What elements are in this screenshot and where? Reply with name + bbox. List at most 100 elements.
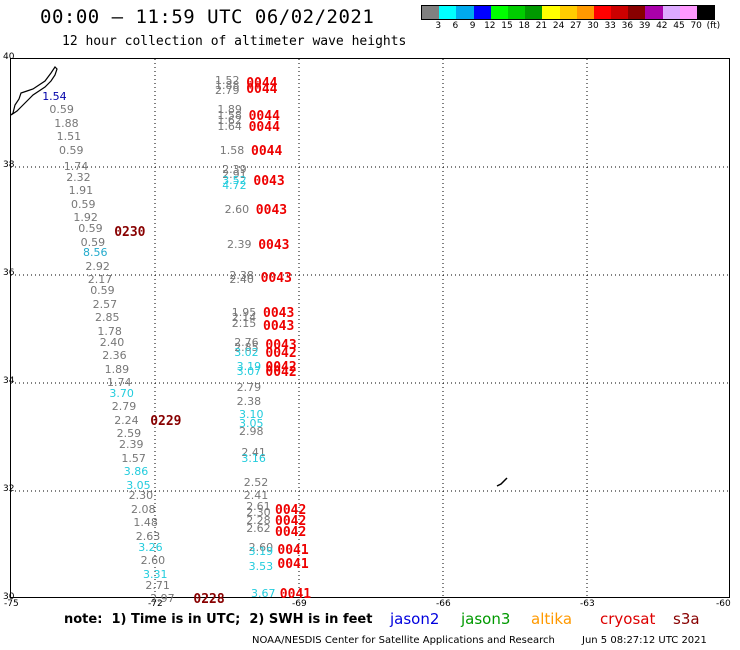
pass-time-label: 0043 — [253, 173, 285, 189]
wave-height-value: 3.05 — [126, 478, 151, 492]
pass-time-label: 0042 — [265, 359, 297, 375]
wave-height-value: 1.58 — [219, 143, 245, 157]
color-scale-swatch — [507, 6, 526, 19]
pass-time-label: 0041 — [279, 586, 312, 602]
wave-height-value: 3.05 — [239, 416, 264, 430]
wave-height-value: 2.79 — [236, 381, 262, 395]
satellite-legend-item: jason2 — [390, 610, 440, 628]
footer-note: note: 1) Time is in UTC; 2) SWH is in fe… — [64, 612, 373, 627]
pass-time-label: 0043 — [265, 338, 297, 354]
pass-time-label: 0042 — [265, 346, 297, 362]
color-scale-label: 30 — [587, 21, 599, 31]
wave-height-value: 1.52 — [215, 73, 240, 87]
credit-text: NOAA/NESDIS Center for Satellite Applica… — [252, 635, 555, 646]
wave-height-value: 1.51 — [56, 130, 82, 144]
color-scale-label: 15 — [501, 21, 513, 31]
longitude-label: -69 — [292, 599, 307, 609]
wave-height-value: 2.60 — [248, 540, 274, 554]
color-scale-label: (ft) — [706, 21, 721, 31]
color-scale-swatch — [473, 6, 491, 19]
wave-height-value: 3.16 — [241, 451, 266, 465]
wave-height-value: 2.30 — [128, 489, 154, 503]
pass-time-label: 0043 — [263, 305, 295, 321]
wave-height-value: 2.38 — [236, 394, 262, 408]
wave-height-value: 2.41 — [241, 446, 266, 460]
color-scale-label: 45 — [673, 21, 685, 31]
wave-height-value: 3.26 — [138, 540, 163, 554]
color-scale-swatch — [645, 6, 663, 19]
pass-time-label: 0230 — [114, 224, 146, 240]
latitude-label: 30 — [3, 592, 15, 602]
wave-height-value: 2.92 — [85, 259, 110, 273]
color-scale-swatch — [697, 6, 715, 19]
wave-height-value: 2.40 — [229, 273, 254, 287]
pass-time-label: 0043 — [263, 319, 295, 335]
wave-height-value: 1.74 — [63, 160, 89, 173]
longitude-label: -66 — [436, 599, 451, 609]
wave-height-value: 2.08 — [131, 502, 156, 516]
wave-height-value: 1.54 — [42, 89, 67, 103]
pass-time-label: 0043 — [258, 238, 290, 254]
color-scale-bar — [421, 5, 716, 20]
wave-height-value: 2.79 — [111, 400, 137, 414]
pass-time-label: 0043 — [255, 203, 288, 219]
pass-time-label: 0042 — [265, 365, 297, 381]
satellite-legend-item: altika — [531, 610, 573, 628]
wave-height-value: 2.97 — [150, 592, 175, 605]
latitude-label: 38 — [3, 160, 15, 170]
wave-height-value: 1.78 — [97, 324, 122, 338]
wave-height-value: 3.52 — [222, 173, 247, 187]
color-scale-label: 6 — [452, 21, 459, 31]
wave-height-value: 2.32 — [66, 170, 91, 184]
color-scale-labels: 3 6 9 12 15 18 21 24 27 30 33 36 39 42 45 70 (ft) — [421, 20, 720, 32]
wave-height-value: 1.48 — [133, 516, 158, 530]
color-scale-swatch — [422, 6, 440, 19]
color-scale-label: 3 — [435, 21, 442, 31]
wave-height-value: 3.19 — [248, 545, 274, 559]
longitude-label: -72 — [148, 599, 163, 609]
color-scale-label: 33 — [604, 21, 616, 31]
color-scale-label: 27 — [570, 21, 582, 31]
wave-height-value: 2.91 — [222, 168, 247, 182]
pass-time-label: 0041 — [277, 556, 309, 572]
wave-height-value: 2.60 — [140, 554, 166, 568]
color-scale-swatch — [456, 6, 474, 19]
wave-height-value: 1.57 — [121, 451, 146, 465]
pass-time-label: 0042 — [275, 524, 307, 540]
wave-height-value: 0.59 — [78, 222, 103, 236]
wave-height-value: 1.62 — [217, 114, 242, 128]
wave-height-value: 3.70 — [109, 386, 134, 400]
pass-time-label: 0228 — [193, 592, 225, 607]
wave-height-value: 2.61 — [246, 500, 271, 514]
wave-height-value: 1.95 — [231, 305, 257, 319]
wave-height-value: 1.88 — [215, 79, 240, 92]
longitude-label: -75 — [4, 599, 19, 609]
wave-height-value: 4.72 — [222, 178, 247, 192]
wave-height-value: 2.85 — [234, 340, 259, 354]
color-scale-swatch — [679, 6, 697, 19]
wave-height-value: 2.17 — [87, 273, 113, 287]
wave-height-value: 0.59 — [90, 284, 115, 298]
wave-height-value: 2.98 — [239, 424, 264, 438]
timestamp-text: Jun 5 08:27:12 UTC 2021 — [582, 635, 707, 646]
satellite-legend-item: jason3 — [461, 610, 511, 628]
wave-height-value: 2.59 — [116, 427, 142, 441]
bermuda-island — [496, 477, 508, 487]
color-scale-swatch — [559, 6, 577, 19]
wave-height-value: 2.63 — [135, 529, 161, 543]
wave-height-value: 1.92 — [73, 211, 98, 225]
wave-height-value: 1.88 — [54, 116, 79, 130]
wave-height-value: 1.58 — [217, 108, 242, 122]
latitude-label: 34 — [3, 376, 15, 386]
page-subtitle: 12 hour collection of altimeter wave hei… — [62, 34, 407, 49]
map-canvas — [11, 59, 729, 597]
pass-time-label: 0044 — [248, 119, 280, 135]
color-scale-label: 21 — [535, 21, 548, 31]
wave-height-value: 3.86 — [123, 465, 149, 479]
wave-height-value: 3.19 — [236, 359, 262, 373]
wave-height-value: 2.57 — [92, 297, 118, 311]
wave-height-value: 3.07 — [236, 365, 262, 379]
wave-height-value: 2.52 — [243, 475, 269, 489]
map-plot-area: 1.54 0.59 1.88 1.51 0.59 1.74 2.32 1.91 0.59 1.92… — [10, 58, 730, 607]
wave-height-value: 3.31 — [143, 567, 168, 581]
